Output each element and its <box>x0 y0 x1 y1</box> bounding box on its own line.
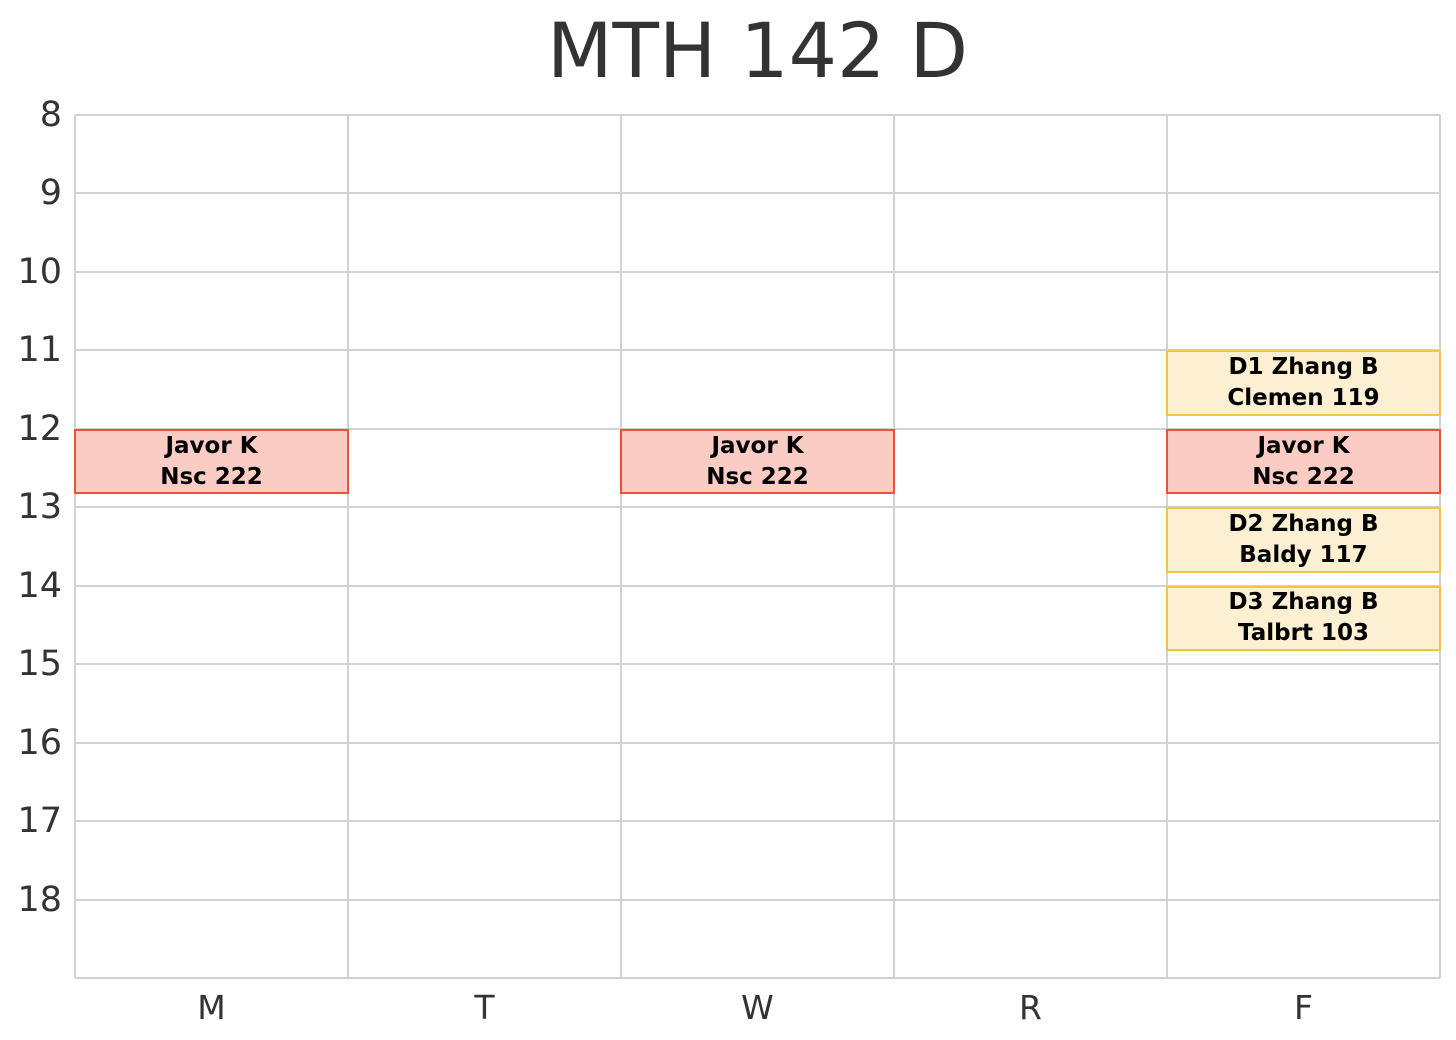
event-room-label: Baldy 117 <box>1239 541 1368 568</box>
gridline-vertical <box>347 115 349 978</box>
gridline-vertical <box>893 115 895 978</box>
event-instructor-label: D1 Zhang B <box>1228 354 1379 381</box>
event-block: Javor K Nsc 222 <box>620 428 895 495</box>
gridline-horizontal <box>75 506 1440 509</box>
gridline-horizontal <box>75 584 1440 587</box>
gridline-horizontal <box>75 898 1440 901</box>
y-tick-label: 8 <box>39 95 62 135</box>
x-tick-label: R <box>1019 988 1042 1027</box>
event-instructor-label: D2 Zhang B <box>1228 510 1379 537</box>
event-instructor-label: D3 Zhang B <box>1228 589 1379 616</box>
y-tick-label: 14 <box>17 565 62 606</box>
x-tick-label: M <box>197 988 226 1027</box>
event-instructor-label: Javor K <box>1257 432 1350 459</box>
gridline-horizontal <box>75 114 1440 116</box>
event-room-label: Nsc 222 <box>706 463 809 490</box>
gridline-horizontal <box>75 192 1440 195</box>
event-room-label: Nsc 222 <box>160 463 263 490</box>
event-block: Javor K Nsc 222 <box>74 428 349 495</box>
y-tick-label: 18 <box>17 879 62 920</box>
y-tick-label: 12 <box>17 408 62 449</box>
y-tick-label: 11 <box>17 330 62 371</box>
event-block: Javor K Nsc 222 <box>1166 428 1441 495</box>
gridline-vertical <box>620 115 622 978</box>
y-tick-label: 16 <box>17 722 62 763</box>
x-tick-label: T <box>474 988 495 1027</box>
event-instructor-label: Javor K <box>711 432 804 459</box>
event-block: D3 Zhang B Talbrt 103 <box>1166 585 1441 652</box>
event-instructor-label: Javor K <box>165 432 258 459</box>
gridline-horizontal <box>75 270 1440 273</box>
gridline-horizontal <box>75 820 1440 823</box>
event-block: D1 Zhang B Clemen 119 <box>1166 350 1441 416</box>
chart-title: MTH 142 D <box>546 5 969 95</box>
gridline-horizontal <box>75 663 1440 666</box>
event-room-label: Nsc 222 <box>1252 463 1355 490</box>
y-tick-label: 17 <box>17 801 62 842</box>
y-tick-label: 15 <box>17 644 62 685</box>
y-tick-label: 10 <box>17 251 62 292</box>
x-tick-label: F <box>1294 988 1313 1027</box>
y-tick-label: 9 <box>39 173 62 214</box>
event-room-label: Clemen 119 <box>1227 385 1380 412</box>
gridline-horizontal <box>75 977 1440 979</box>
gridline-horizontal <box>75 349 1440 352</box>
gridline-horizontal <box>75 741 1440 744</box>
x-tick-label: W <box>741 988 774 1027</box>
y-tick-label: 13 <box>17 487 62 528</box>
gridline-vertical <box>74 115 76 978</box>
event-block: D2 Zhang B Baldy 117 <box>1166 507 1441 573</box>
event-room-label: Talbrt 103 <box>1238 620 1369 647</box>
